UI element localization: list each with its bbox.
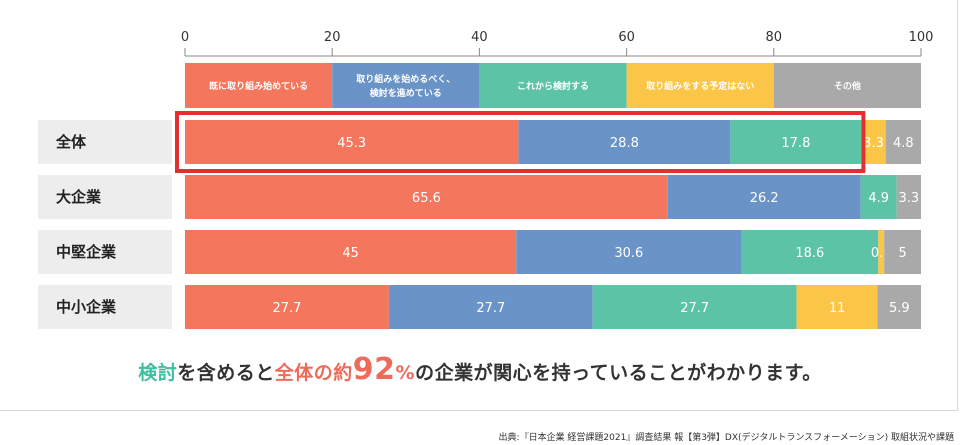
row-label-0: 全体 xyxy=(55,133,87,151)
bar-value-2-1: 30.6 xyxy=(614,246,643,261)
bar-1-0 xyxy=(185,175,668,219)
row-label-1: 大企業 xyxy=(56,188,102,206)
summary-message: 検討を含めると全体の約92%の企業が関心を持っていることがわかります。 xyxy=(0,352,960,387)
bar-value-0-3: 3.3 xyxy=(863,136,884,151)
message-part-2: を含めると xyxy=(177,362,275,384)
legend-label-1-line-1: 取り組みを始めるべく、 xyxy=(356,73,455,85)
legend-label-4: その他 xyxy=(834,80,861,92)
bar-3-0 xyxy=(185,285,389,329)
row-label-bg-0 xyxy=(38,120,172,164)
legend-label-1: 取り組みを始めるべく、検討を進めている xyxy=(356,73,455,99)
x-tick-label-1: 20 xyxy=(324,30,341,45)
message-number: 92 xyxy=(352,352,396,387)
row-label-bg-1 xyxy=(38,175,172,219)
bar-3-4 xyxy=(877,285,921,329)
bar-3-2 xyxy=(592,285,797,329)
bar-2-1 xyxy=(516,230,742,274)
x-tick-label-5: 100 xyxy=(909,30,934,45)
bar-value-2-0: 45 xyxy=(342,246,359,261)
legend-swatch-2 xyxy=(479,63,627,108)
bar-value-1-0: 65.6 xyxy=(412,191,441,206)
bar-value-0-4: 4.8 xyxy=(893,136,914,151)
bar-value-2-2: 18.6 xyxy=(795,246,824,261)
bar-0-3 xyxy=(861,120,886,164)
bar-2-0 xyxy=(185,230,517,274)
legend-swatch-3 xyxy=(626,63,774,108)
bar-3-1 xyxy=(388,285,593,329)
bar-0-4 xyxy=(885,120,921,164)
stacked-bar-chart: 0 20 40 60 80 100 既に取り組み始めている 取り組みを始めるべく、検討を進めて… xyxy=(38,30,934,329)
bar-2-2 xyxy=(741,230,879,274)
bar-value-1-4: 3.3 xyxy=(899,191,920,206)
bar-value-3-4: 5.9 xyxy=(889,301,910,316)
bar-value-3-2: 27.7 xyxy=(680,301,709,316)
bar-0-1 xyxy=(518,120,731,164)
bar-value-2-4: 5 xyxy=(898,246,906,261)
row-label-bg-2 xyxy=(38,230,172,274)
bar-value-0-1: 28.8 xyxy=(610,136,639,151)
legend-label-0: 既に取り組み始めている xyxy=(209,80,308,92)
bar-2-3 xyxy=(878,230,885,274)
row-label-3: 中小企業 xyxy=(56,298,117,316)
highlight-box xyxy=(175,111,866,173)
legend-swatch-0 xyxy=(185,63,333,108)
message-part-6: の企業が関心を持っていることがわかります。 xyxy=(415,362,822,384)
x-tick-label-3: 60 xyxy=(618,30,635,45)
x-tick-label-4: 80 xyxy=(766,30,783,45)
bar-1-1 xyxy=(667,175,861,219)
bar-value-1-1: 26.2 xyxy=(750,191,779,206)
bar-1-2 xyxy=(860,175,897,219)
bar-0-2 xyxy=(730,120,862,164)
bar-value-1-2: 4.9 xyxy=(868,191,889,206)
bar-2-4 xyxy=(884,230,921,274)
x-tick-label-0: 0 xyxy=(181,30,189,45)
row-label-2: 中堅企業 xyxy=(56,243,117,261)
message-part-1: 検討 xyxy=(138,362,178,384)
x-tick-label-2: 40 xyxy=(471,30,488,45)
legend-swatch-1 xyxy=(332,63,480,108)
bar-1-4 xyxy=(896,175,921,219)
bar-value-3-0: 27.7 xyxy=(272,301,301,316)
bar-value-3-1: 27.7 xyxy=(476,301,505,316)
bar-3-3 xyxy=(796,285,878,329)
bar-value-3-3: 11 xyxy=(829,301,846,316)
message-part-3: 全体の約 xyxy=(274,362,353,384)
legend-swatch-4 xyxy=(773,63,921,108)
message-percent: % xyxy=(395,362,416,384)
row-label-bg-3 xyxy=(38,285,172,329)
legend-label-3: 取り組みをする予定はない xyxy=(646,80,754,92)
bar-0-0 xyxy=(185,120,519,164)
bar-value-0-2: 17.8 xyxy=(781,136,810,151)
legend-label-2: これから検討する xyxy=(517,80,589,92)
legend-label-1-line-2: 検討を進めている xyxy=(370,87,442,99)
bar-value-0-0: 45.3 xyxy=(337,136,366,151)
chart-frame xyxy=(0,0,958,411)
source-note: 出典:『日本企業 経営課題2021』調査結果 報【第3弾】DX(デジタルトランス… xyxy=(498,433,954,443)
